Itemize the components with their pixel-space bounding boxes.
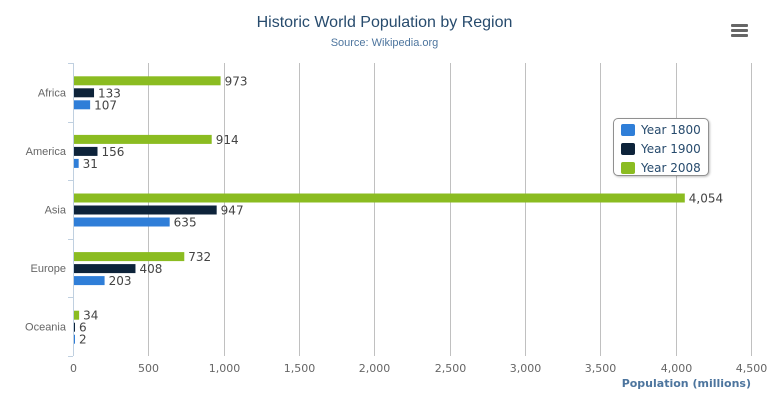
value-tick-label: 2,000 xyxy=(359,362,391,375)
legend-swatch xyxy=(621,124,635,136)
legend-swatch xyxy=(621,162,635,174)
bar-year-1800 xyxy=(74,100,91,110)
bar-year-1900 xyxy=(74,146,98,156)
data-label: 203 xyxy=(109,274,132,288)
value-tick-label: 1,000 xyxy=(209,362,241,375)
category-label: Africa xyxy=(38,87,67,99)
data-label: 156 xyxy=(102,145,125,159)
data-label: 947 xyxy=(221,204,244,218)
data-label: 107 xyxy=(94,98,117,112)
bar-year-2008 xyxy=(74,252,185,262)
bar-year-1800 xyxy=(74,217,170,227)
legend-item-1900[interactable]: Year 1900 xyxy=(621,141,708,157)
bar-year-1900 xyxy=(74,322,75,332)
category-label: Asia xyxy=(45,205,67,217)
legend: Year 1800 Year 1900 Year 2008 xyxy=(613,118,709,176)
data-label: 6 xyxy=(79,321,87,335)
chart-title: Historic World Population by Region xyxy=(256,14,513,31)
hamburger-menu-icon[interactable] xyxy=(731,24,748,38)
data-label: 973 xyxy=(225,74,248,88)
bar-year-1900 xyxy=(74,264,136,274)
bar-year-1900 xyxy=(74,205,217,215)
value-tick-label: 4,500 xyxy=(736,362,768,375)
legend-label: Year 2008 xyxy=(641,161,701,175)
data-label: 408 xyxy=(139,262,162,276)
bar-year-1800 xyxy=(74,158,79,168)
value-tick-label: 0 xyxy=(70,362,77,375)
value-tick-label: 2,500 xyxy=(435,362,467,375)
chart-subtitle: Source: Wikipedia.org xyxy=(330,37,439,49)
legend-label: Year 1900 xyxy=(641,142,701,156)
value-tick-label: 1,500 xyxy=(284,362,316,375)
data-label: 133 xyxy=(98,86,121,100)
value-tick-label: 500 xyxy=(138,362,159,375)
legend-item-1800[interactable]: Year 1800 xyxy=(621,122,708,138)
bar-year-1800 xyxy=(74,334,75,344)
data-label: 31 xyxy=(83,157,98,171)
value-tick-label: 3,000 xyxy=(510,362,542,375)
legend-item-2008[interactable]: Year 2008 xyxy=(621,160,708,176)
data-label: 34 xyxy=(83,309,98,323)
legend-label: Year 1800 xyxy=(641,123,701,137)
category-label: America xyxy=(26,146,67,158)
data-label: 732 xyxy=(188,250,211,264)
data-label: 635 xyxy=(174,216,197,230)
value-tick-label: 3,500 xyxy=(585,362,617,375)
legend-swatch xyxy=(621,143,635,155)
value-tick-label: 4,000 xyxy=(661,362,693,375)
bar-year-2008 xyxy=(74,134,212,144)
category-label: Europe xyxy=(31,263,66,275)
bar-year-2008 xyxy=(74,76,221,86)
data-label: 914 xyxy=(216,133,239,147)
data-label: 4,054 xyxy=(689,192,723,206)
bar-year-1800 xyxy=(74,276,105,286)
data-label: 2 xyxy=(79,333,87,347)
bar-year-2008 xyxy=(74,193,685,203)
category-label: Oceania xyxy=(25,322,67,334)
bar-year-1900 xyxy=(74,88,95,98)
value-axis-title: Population (millions) xyxy=(621,377,751,390)
bar-year-2008 xyxy=(74,310,80,320)
